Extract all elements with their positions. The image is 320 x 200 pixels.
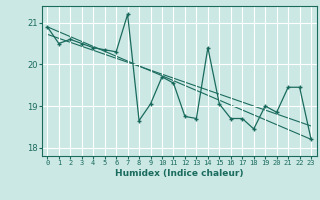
X-axis label: Humidex (Indice chaleur): Humidex (Indice chaleur) [115, 169, 244, 178]
